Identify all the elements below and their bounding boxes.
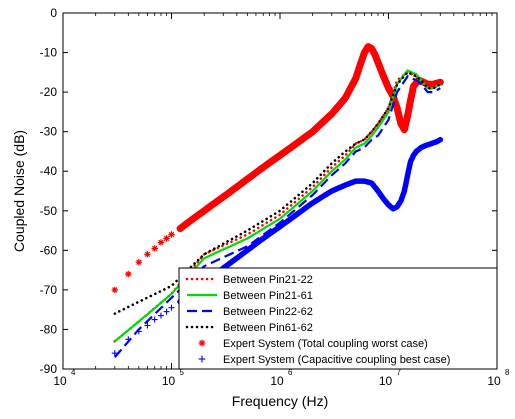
y-tick-label: 0: [50, 6, 57, 20]
x-tick-label: 10: [162, 374, 176, 388]
x-tick-label: 10: [270, 374, 284, 388]
series-5-point: [144, 251, 151, 258]
series-5-point: [135, 259, 142, 266]
y-tick-label: -60: [40, 243, 58, 257]
series-3-line: [113, 75, 441, 358]
legend-box: [178, 267, 498, 370]
series-6-point: [163, 308, 170, 315]
x-tick-exponent: 4: [71, 368, 76, 377]
y-tick-label: -30: [40, 125, 58, 139]
x-tick-exponent: 5: [180, 368, 185, 377]
x-tick-exponent: 8: [505, 368, 510, 377]
marks-layer: [111, 43, 444, 358]
series-4-line: [113, 71, 442, 315]
legend-label-3: Between Pin22-62: [223, 306, 313, 318]
series-6-point: [144, 322, 151, 329]
series-6-point: [157, 312, 164, 319]
legend-label-6: Expert System (Capacitive coupling best …: [223, 354, 450, 366]
y-tick-label: -70: [40, 283, 58, 297]
y-axis-title: Coupled Noise (dB): [11, 130, 27, 252]
legend-swatch-5: [198, 339, 206, 347]
series-6-point: [168, 304, 175, 311]
x-tick-label: 10: [487, 374, 501, 388]
legend-label-1: Between Pin21-22: [223, 274, 313, 286]
series-5-point: [125, 270, 132, 278]
series-5-point: [157, 239, 165, 246]
y-tick-label: -10: [40, 46, 58, 60]
x-tick-label: 10: [53, 374, 67, 388]
y-tick-label: -50: [40, 204, 58, 218]
y-tick-label: -40: [40, 164, 58, 178]
legend-label-5: Expert System (Total coupling worst case…: [223, 338, 428, 350]
x-axis-title: Frequency (Hz): [232, 393, 328, 409]
y-tick-label: -90: [40, 362, 58, 376]
legend-label-2: Between Pin21-61: [223, 290, 313, 302]
series-5-point: [163, 235, 170, 242]
series-6-point: [151, 316, 158, 323]
y-tick-label: -80: [40, 322, 58, 336]
legend-swatch-6: [198, 355, 206, 363]
series-5-point: [168, 231, 175, 238]
x-tick-exponent: 7: [397, 368, 402, 377]
x-tick-exponent: 6: [288, 368, 293, 377]
legend-label-4: Between Pin61-62: [223, 322, 313, 334]
series-5-trace: [176, 43, 444, 233]
series-5-point: [151, 245, 158, 252]
series-6: [111, 136, 444, 357]
series-5-point: [111, 286, 118, 294]
legend: Between Pin21-22 Between Pin21-61 Between …: [178, 267, 498, 370]
series-6-trace: [177, 136, 444, 305]
y-tick-label: -20: [40, 85, 58, 99]
x-tick-label: 10: [379, 374, 393, 388]
